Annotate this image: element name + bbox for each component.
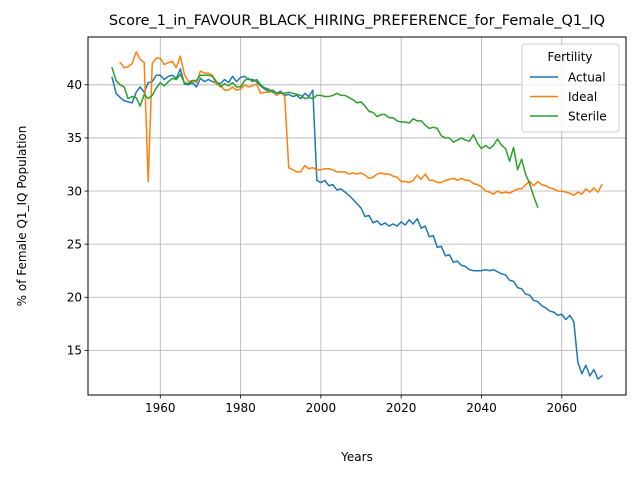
x-tick-label: 2000 (306, 401, 337, 415)
plot-area-frame (87, 36, 627, 396)
y-tick-label: 20 (67, 291, 82, 305)
grid-lines (88, 37, 626, 395)
legend-label-ideal: Ideal (568, 90, 597, 104)
series-line-ideal (119, 51, 603, 197)
y-axis-ticks: 15 20 25 30 35 40 (67, 78, 88, 358)
y-tick-label: 25 (67, 237, 82, 251)
legend-label-actual: Actual (568, 70, 606, 84)
x-tick-label: 1960 (145, 401, 176, 415)
series-line-sterile (111, 66, 539, 208)
legend-entries: Actual Ideal Sterile (530, 70, 607, 123)
y-tick-label: 30 (67, 184, 82, 198)
y-axis-label: % of Female Q1_IQ Population (15, 126, 29, 307)
x-tick-label: 1980 (225, 401, 256, 415)
data-series (111, 51, 603, 380)
legend-box (521, 43, 620, 133)
chart-title: Score_1_in_FAVOUR_BLACK_HIRING_PREFERENC… (109, 13, 605, 29)
legend: Fertility Actual Ideal Sterile (521, 43, 620, 133)
y-tick-label: 15 (67, 344, 82, 358)
y-tick-label: 40 (67, 78, 82, 92)
x-tick-label: 2040 (466, 401, 497, 415)
x-axis-ticks: 1960 1980 2000 2020 2040 2060 (145, 395, 577, 415)
legend-title: Fertility (547, 50, 592, 64)
legend-label-sterile: Sterile (568, 109, 607, 123)
y-tick-label: 35 (67, 131, 82, 145)
x-tick-label: 2060 (546, 401, 577, 415)
x-axis-label: Years (340, 450, 373, 464)
series-line-actual (111, 68, 603, 380)
x-tick-label: 2020 (386, 401, 417, 415)
